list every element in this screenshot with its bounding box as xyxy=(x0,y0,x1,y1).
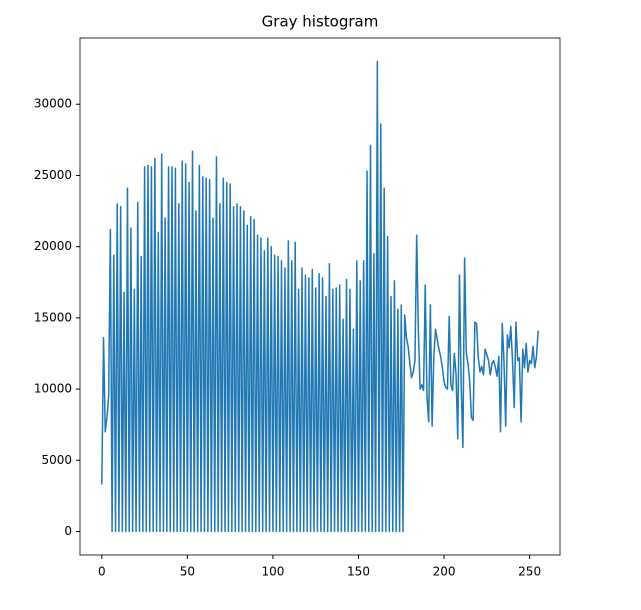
y-tick-label: 15000 xyxy=(34,310,72,324)
x-tick-label: 0 xyxy=(98,565,106,579)
x-tick-label: 150 xyxy=(347,565,370,579)
y-tick-label: 0 xyxy=(64,524,72,538)
y-tick-label: 20000 xyxy=(34,239,72,253)
x-tick-label: 250 xyxy=(518,565,541,579)
y-tick-label: 5000 xyxy=(41,453,72,467)
x-tick-label: 200 xyxy=(433,565,456,579)
y-tick-label: 25000 xyxy=(34,168,72,182)
x-tick-label: 100 xyxy=(261,565,284,579)
y-tick-label: 30000 xyxy=(34,97,72,111)
chart-title: Gray histogram xyxy=(262,13,379,31)
plot-frame xyxy=(79,37,561,556)
data-line xyxy=(101,60,539,533)
y-tick-label: 10000 xyxy=(34,382,72,396)
x-tick-label: 50 xyxy=(180,565,195,579)
